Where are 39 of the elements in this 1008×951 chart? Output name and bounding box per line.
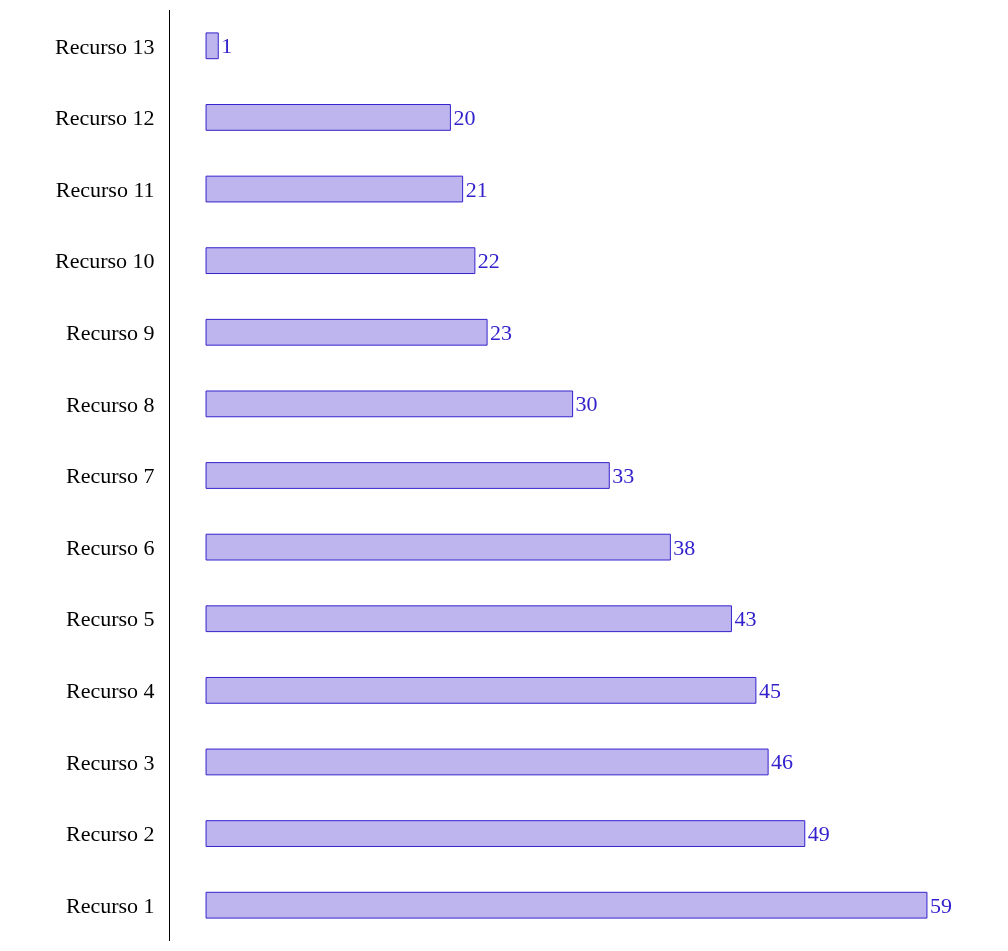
- y-tick-label: Recurso 4: [66, 678, 155, 704]
- y-tick-label: Recurso 11: [55, 176, 155, 202]
- bar: [205, 462, 610, 489]
- bar: [205, 676, 757, 704]
- bar: [205, 247, 476, 275]
- y-tick-label: Recurso 3: [66, 749, 155, 775]
- y-tick-label: Recurso 12: [55, 105, 155, 131]
- y-tick-label: Recurso 9: [66, 319, 155, 345]
- y-tick-label: Recurso 1: [66, 892, 155, 918]
- data-label: 30: [575, 391, 598, 417]
- bar: [205, 748, 769, 776]
- data-label: 45: [758, 677, 781, 703]
- data-label: 21: [465, 176, 488, 202]
- data-label: 38: [673, 534, 696, 560]
- bar: [205, 32, 219, 60]
- bar: [205, 820, 806, 847]
- data-label: 33: [612, 463, 635, 488]
- y-tick-label: Recurso 5: [66, 606, 155, 632]
- bar: [205, 605, 732, 633]
- bar: [205, 533, 671, 561]
- bar: [205, 318, 488, 346]
- bar: [205, 175, 464, 203]
- data-label: 49: [807, 821, 830, 847]
- data-label: 20: [453, 104, 476, 130]
- y-tick-label: Recurso 7: [66, 463, 155, 489]
- y-tick-label: Recurso 2: [66, 821, 155, 847]
- bar: [205, 104, 451, 131]
- data-label: 43: [734, 606, 757, 632]
- data-label: 22: [477, 248, 500, 274]
- y-tick-label: Recurso 13: [55, 33, 155, 59]
- y-tick-label: Recurso 6: [66, 534, 155, 560]
- data-label: 59: [929, 892, 952, 918]
- bar: [205, 390, 574, 418]
- bar: [205, 891, 928, 919]
- data-label: 23: [490, 319, 513, 345]
- y-tick-label: Recurso 8: [66, 391, 155, 417]
- data-label: 1: [221, 33, 233, 59]
- y-tick-label: Recurso 10: [55, 248, 155, 274]
- data-label: 46: [771, 749, 794, 775]
